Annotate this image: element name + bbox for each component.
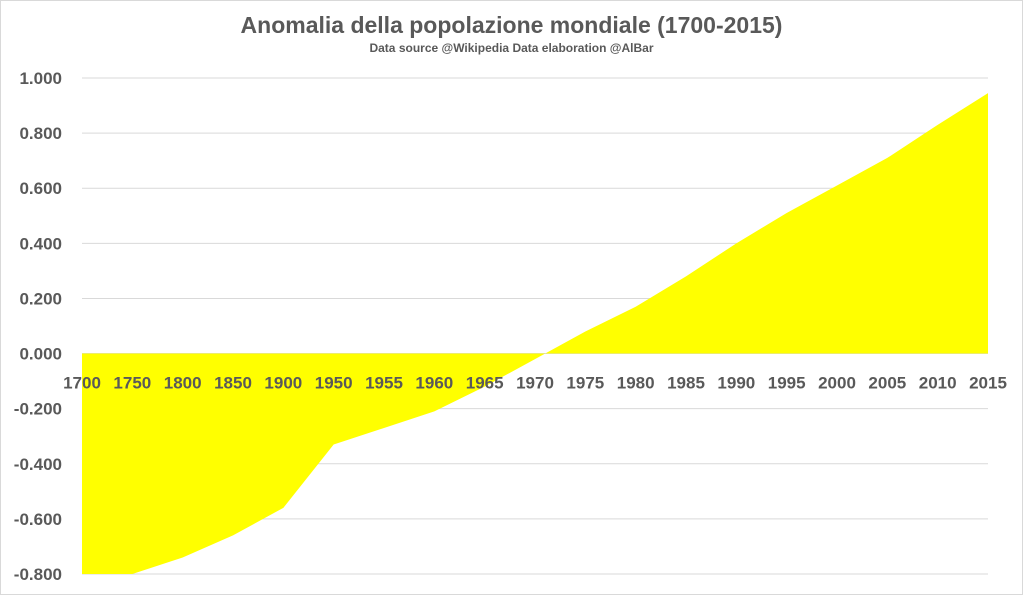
x-tick-label: 1995 xyxy=(768,374,806,393)
x-axis-ticks: 1700 1750 1800 1850 1900 1950 1955 1960 1965 1970… xyxy=(63,374,1007,393)
x-tick-label: 2015 xyxy=(969,374,1007,393)
area-fill xyxy=(82,93,988,575)
y-tick-label: 0.800 xyxy=(19,124,62,143)
x-tick-label: 1950 xyxy=(315,374,353,393)
chart-subtitle: Data source @Wikipedia Data elaboration … xyxy=(369,41,654,55)
y-tick-label: -0.600 xyxy=(14,510,62,529)
y-axis-ticks: 1.000 0.800 0.600 0.400 0.200 0.000 -0.200 -0.4… xyxy=(14,69,62,584)
y-tick-label: -0.400 xyxy=(14,455,62,474)
y-tick-label: -0.800 xyxy=(14,565,62,584)
x-tick-label: 1990 xyxy=(717,374,755,393)
x-tick-label: 1850 xyxy=(214,374,252,393)
x-tick-label: 2000 xyxy=(818,374,856,393)
y-tick-label: 1.000 xyxy=(19,69,62,88)
x-tick-label: 1750 xyxy=(113,374,151,393)
y-tick-label: 0.600 xyxy=(19,179,62,198)
area-series xyxy=(82,93,988,575)
x-tick-label: 1960 xyxy=(415,374,453,393)
x-tick-label: 2005 xyxy=(868,374,906,393)
x-tick-label: 1980 xyxy=(617,374,655,393)
x-tick-label: 1800 xyxy=(164,374,202,393)
y-tick-label: 0.400 xyxy=(19,234,62,253)
x-tick-label: 1900 xyxy=(264,374,302,393)
x-tick-label: 1955 xyxy=(365,374,403,393)
x-tick-label: 2010 xyxy=(919,374,957,393)
x-tick-label: 1700 xyxy=(63,374,101,393)
y-tick-label: 0.200 xyxy=(19,289,62,308)
y-tick-label: 0.000 xyxy=(19,345,62,364)
x-tick-label: 1970 xyxy=(516,374,554,393)
y-tick-label: -0.200 xyxy=(14,400,62,419)
x-tick-label: 1975 xyxy=(566,374,604,393)
x-tick-label: 1965 xyxy=(466,374,504,393)
chart-title: Anomalia della popolazione mondiale (170… xyxy=(240,12,783,38)
x-tick-label: 1985 xyxy=(667,374,705,393)
